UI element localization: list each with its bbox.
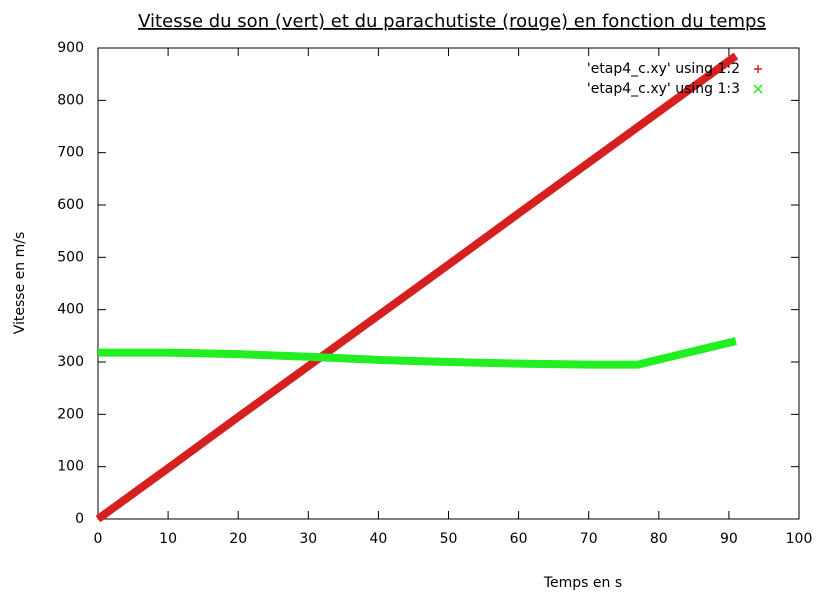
y-tick-label: 500 [57, 249, 84, 265]
x-tick-label: 50 [440, 531, 458, 547]
x-tick-label: 20 [229, 531, 247, 547]
x-tick-label: 80 [650, 531, 668, 547]
series-line [95, 52, 739, 523]
legend-label: 'etap4_c.xy' using 1:3 [587, 81, 740, 97]
x-tick-label: 30 [299, 531, 317, 547]
x-tick-label: 100 [786, 531, 813, 547]
y-tick-label: 300 [57, 354, 84, 370]
y-tick-label: 100 [57, 459, 84, 475]
y-tick-label: 0 [75, 511, 84, 527]
x-tick-label: 10 [159, 531, 177, 547]
x-tick-label: 40 [369, 531, 387, 547]
legend-marker [753, 84, 763, 94]
x-tick-label: 0 [94, 531, 103, 547]
plot-frame [97, 47, 800, 520]
y-tick-label: 400 [57, 302, 84, 318]
legend-label: 'etap4_c.xy' using 1:2 [587, 61, 740, 77]
x-tick-label: 60 [510, 531, 528, 547]
chart-title: Vitesse du son (vert) et du parachutiste… [138, 11, 766, 32]
y-tick-label: 700 [57, 145, 84, 161]
y-tick-label: 600 [57, 197, 84, 213]
x-tick-label: 90 [720, 531, 738, 547]
y-tick-label: 900 [57, 40, 84, 56]
y-tick-label: 800 [57, 92, 84, 108]
y-tick-label: 200 [57, 406, 84, 422]
series-line [98, 337, 737, 369]
y-axis-label: Vitesse en m/s [12, 232, 28, 335]
x-axis-label: Temps en s [543, 575, 622, 591]
x-tick-label: 70 [580, 531, 598, 547]
